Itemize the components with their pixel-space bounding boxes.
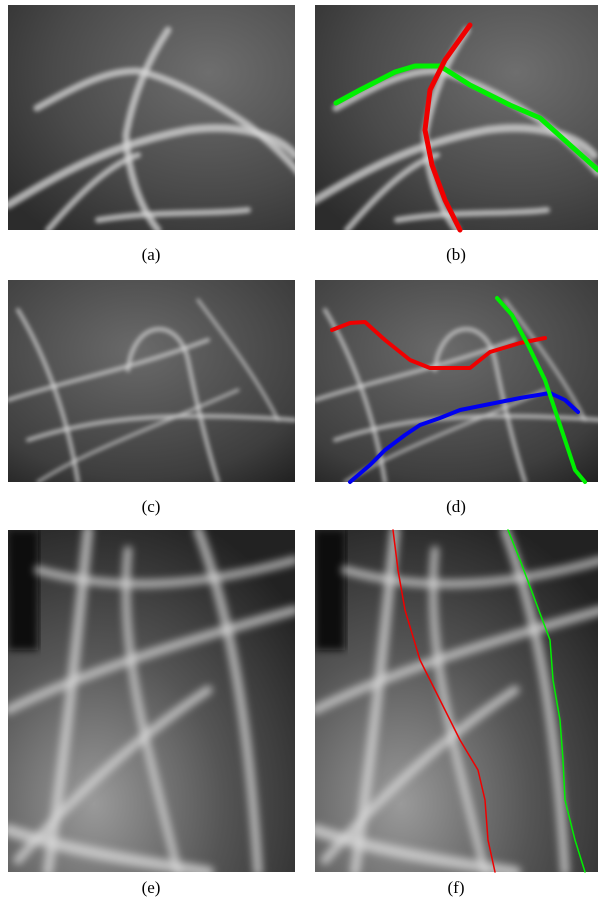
trace-green <box>495 296 587 484</box>
trace-blue <box>348 391 580 484</box>
caption: (d) <box>446 497 466 516</box>
caption: (f) <box>448 878 465 897</box>
panel-a <box>8 5 295 230</box>
caption: (b) <box>446 245 466 264</box>
panel-f <box>315 530 598 872</box>
caption: (a) <box>142 245 161 264</box>
caption: (c) <box>142 497 161 516</box>
trace-red <box>330 320 547 370</box>
panel-c <box>8 280 295 482</box>
trace-red <box>392 529 496 873</box>
trace-green <box>333 63 598 173</box>
trace-green <box>507 529 586 873</box>
trace-red <box>422 22 473 233</box>
panel-b <box>315 5 598 230</box>
panel-d <box>315 280 598 482</box>
caption: (e) <box>142 878 161 897</box>
panel-e <box>8 530 295 872</box>
